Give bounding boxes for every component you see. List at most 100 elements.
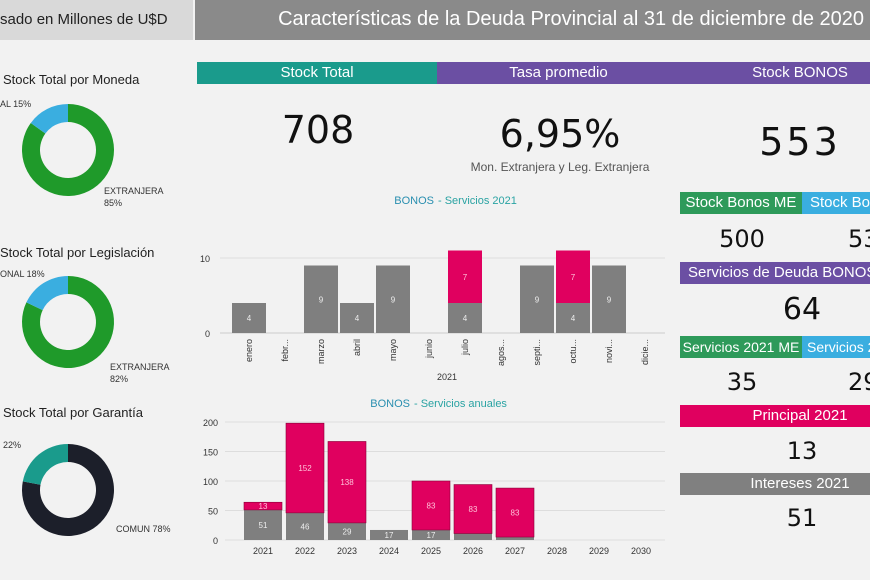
donut-moneda-pct-extranjera: 85%	[104, 198, 123, 208]
intereses-label: Intereses 2021	[680, 473, 870, 495]
tasa-value: 6,95%	[499, 112, 621, 156]
donut-moneda-label-extranjera: EXTRANJERA	[104, 186, 164, 196]
stock-bonos-value: 553	[759, 120, 841, 164]
x-tick-label: 2022	[295, 546, 315, 556]
donut-moneda-title: Stock Total por Moneda	[3, 72, 140, 87]
bar-intereses	[232, 303, 266, 333]
tasa-note: Mon. Extranjera y Leg. Extranjera	[470, 160, 650, 174]
page-title: Características de la Deuda Provincial a…	[195, 0, 870, 40]
bar-intereses	[520, 265, 554, 333]
x-tick-label: 2023	[337, 546, 357, 556]
y-tick-label: 150	[203, 448, 218, 458]
bar-intereses	[376, 265, 410, 333]
y-tick-label: 200	[203, 418, 218, 428]
donut-moneda-label-nacional: AL 15%	[0, 99, 32, 109]
x-tick-label: julio	[460, 339, 470, 356]
principal-value: 13	[786, 437, 818, 465]
x-tick-label: junio	[424, 339, 434, 359]
intereses-value: 51	[786, 504, 818, 532]
y-tick-label: 50	[208, 507, 218, 517]
x-tick-label: 2021	[253, 546, 273, 556]
bar-label: 9	[391, 295, 396, 304]
bar-intereses	[370, 529, 408, 540]
x-tick-label: 2028	[547, 546, 567, 556]
x-tick-label: abril	[352, 339, 362, 356]
bar-intereses	[592, 265, 626, 333]
servicios-label: Servicios de Deuda BONOS	[680, 262, 870, 284]
bonos-other-value: 53	[848, 225, 870, 253]
serv-me-value: 35	[726, 368, 758, 396]
bar-intereses	[328, 522, 366, 540]
x-tick-label: mayo	[388, 339, 398, 361]
x-tick-label: novi...	[604, 339, 614, 363]
donut-slice	[22, 444, 115, 536]
bar-principal	[453, 484, 493, 534]
bar-label: 152	[298, 464, 312, 473]
bar-intereses	[244, 509, 282, 540]
bar-label: 13	[259, 502, 268, 511]
chart1-title-b: - Servicios 2021	[438, 195, 517, 207]
bar-principal	[495, 487, 535, 538]
x-tick-label: 2026	[463, 546, 483, 556]
x-tick-label: febr...	[280, 339, 290, 362]
donut-slice	[21, 104, 115, 197]
donut-slice	[21, 276, 114, 368]
bar-label: 4	[463, 314, 468, 323]
bar-label: 9	[319, 295, 324, 304]
serv-other-value: 29	[848, 368, 870, 396]
donut-legislacion-label-nacional: ONAL 18%	[0, 269, 45, 279]
donut-garantia-label-other: 22%	[3, 440, 22, 450]
x-tick-label: septi...	[532, 339, 542, 366]
bar-intereses	[304, 265, 338, 333]
x-tick-label: 2025	[421, 546, 441, 556]
bar-label: 29	[343, 527, 352, 536]
bar-label: 17	[427, 531, 436, 540]
bar-label: 9	[607, 295, 612, 304]
x-tick-label: octu...	[568, 339, 578, 364]
chart2-title-b: - Servicios anuales	[414, 398, 507, 410]
bar-principal	[285, 422, 325, 514]
donut-legislacion-pct-extranjera: 82%	[110, 374, 129, 384]
principal-label: Principal 2021	[680, 405, 870, 427]
serv-me-label: Servicios 2021 ME	[680, 336, 802, 358]
bar-principal	[411, 480, 451, 531]
chart1-title-a: BONOS	[394, 195, 434, 207]
x-tick-label: agos...	[496, 339, 506, 366]
x-tick-label: 2027	[505, 546, 525, 556]
bar-principal	[448, 250, 482, 303]
currency-note: sado en Millones de U$D	[0, 0, 193, 40]
stock-total-label: Stock Total	[197, 62, 437, 84]
serv-other-label: Servicios 2	[802, 336, 870, 358]
bonos-other-label: Stock Bo	[802, 192, 870, 214]
bar-label: 4	[247, 314, 252, 323]
bar-intereses	[412, 529, 450, 540]
stock-total-value: 708	[281, 108, 355, 152]
bar-intereses	[340, 303, 374, 333]
x-tick-label: 2029	[589, 546, 609, 556]
tasa-label: Tasa promedio	[437, 62, 680, 84]
bar-intereses	[286, 512, 324, 540]
bar-intereses	[454, 533, 492, 540]
donut-garantia-label-comun: COMUN 78%	[116, 524, 171, 534]
donut-slice	[22, 444, 68, 485]
bar-label: 17	[385, 531, 394, 540]
bar-label: 9	[535, 295, 540, 304]
bonos-me-value: 500	[719, 225, 765, 253]
stock-bonos-label: Stock BONOS	[680, 62, 870, 84]
bar-principal	[243, 501, 283, 511]
donut-legislacion-label-extranjera: EXTRANJERA	[110, 362, 170, 372]
donut-slice	[30, 104, 68, 134]
bar-label: 83	[427, 501, 436, 510]
x-tick-label: 2030	[631, 546, 651, 556]
bar-principal	[556, 250, 590, 303]
bonos-me-label: Stock Bonos ME	[680, 192, 802, 214]
bar-intereses	[496, 537, 534, 540]
y-tick-label: 0	[213, 536, 218, 546]
bar-intereses	[448, 303, 482, 333]
bar-intereses	[556, 303, 590, 333]
bar-principal	[327, 441, 367, 524]
x-tick-label: marzo	[316, 339, 326, 364]
chart2-title-a: BONOS	[370, 398, 410, 410]
y-tick-label: 10	[200, 254, 210, 264]
x-tick-label: enero	[244, 339, 254, 362]
